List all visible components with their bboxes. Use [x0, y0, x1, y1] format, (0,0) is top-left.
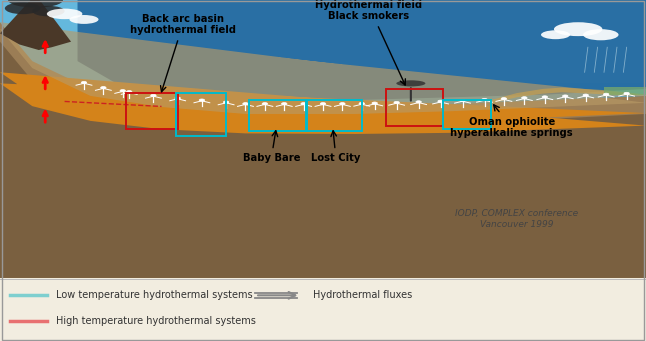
- Bar: [306, 100, 362, 131]
- Polygon shape: [78, 0, 646, 100]
- Circle shape: [81, 81, 87, 84]
- Bar: [604, 87, 646, 95]
- Circle shape: [583, 94, 589, 97]
- Circle shape: [151, 94, 156, 97]
- Text: IODP, COMPLEX conference
Vancouver 1999: IODP, COMPLEX conference Vancouver 1999: [455, 209, 578, 228]
- Circle shape: [521, 97, 527, 99]
- Text: Lucky Strike
Hydrothermal field
Black smokers: Lucky Strike Hydrothermal field Black sm…: [315, 0, 422, 85]
- Ellipse shape: [8, 0, 63, 8]
- Polygon shape: [0, 0, 71, 50]
- Circle shape: [243, 103, 248, 105]
- Text: Hydrothermal fluxes: Hydrothermal fluxes: [313, 290, 413, 300]
- Circle shape: [224, 101, 229, 103]
- Circle shape: [340, 103, 345, 105]
- Ellipse shape: [583, 29, 619, 40]
- Ellipse shape: [5, 2, 40, 14]
- Text: Baby Bare: Baby Bare: [242, 131, 300, 163]
- Circle shape: [282, 103, 287, 105]
- Circle shape: [624, 92, 629, 95]
- Circle shape: [394, 101, 399, 104]
- Circle shape: [603, 93, 609, 95]
- Ellipse shape: [70, 15, 98, 24]
- Bar: [176, 93, 226, 136]
- Bar: [126, 93, 178, 129]
- Circle shape: [482, 99, 487, 101]
- Circle shape: [416, 101, 421, 103]
- Polygon shape: [0, 42, 646, 278]
- Circle shape: [542, 96, 548, 98]
- Ellipse shape: [541, 30, 570, 39]
- Text: Low temperature hydrothermal systems: Low temperature hydrothermal systems: [56, 290, 253, 300]
- Text: High temperature hydrothermal systems: High temperature hydrothermal systems: [56, 316, 256, 326]
- Bar: [249, 100, 307, 131]
- Polygon shape: [0, 22, 646, 114]
- Ellipse shape: [32, 6, 65, 16]
- Circle shape: [301, 103, 306, 105]
- Circle shape: [262, 103, 267, 105]
- Circle shape: [127, 91, 132, 93]
- Text: Back arc basin
hydrothermal field: Back arc basin hydrothermal field: [130, 14, 236, 92]
- Bar: [386, 89, 443, 127]
- Circle shape: [320, 103, 326, 105]
- Circle shape: [199, 99, 205, 101]
- Bar: [443, 100, 491, 129]
- Polygon shape: [0, 22, 646, 278]
- Ellipse shape: [396, 80, 426, 86]
- Circle shape: [120, 90, 125, 92]
- Circle shape: [175, 97, 180, 99]
- Circle shape: [501, 98, 506, 100]
- Circle shape: [563, 95, 568, 97]
- Ellipse shape: [554, 22, 602, 36]
- Text: Lost City: Lost City: [311, 131, 360, 163]
- Circle shape: [460, 99, 465, 102]
- Circle shape: [359, 102, 364, 105]
- Circle shape: [101, 87, 106, 89]
- Text: Oman ophiolite
hyperalkaline springs: Oman ophiolite hyperalkaline springs: [450, 105, 573, 138]
- Bar: [0, 0, 646, 84]
- Polygon shape: [0, 72, 646, 134]
- Polygon shape: [491, 88, 646, 104]
- Circle shape: [372, 102, 377, 104]
- Circle shape: [438, 100, 443, 102]
- Ellipse shape: [47, 9, 83, 19]
